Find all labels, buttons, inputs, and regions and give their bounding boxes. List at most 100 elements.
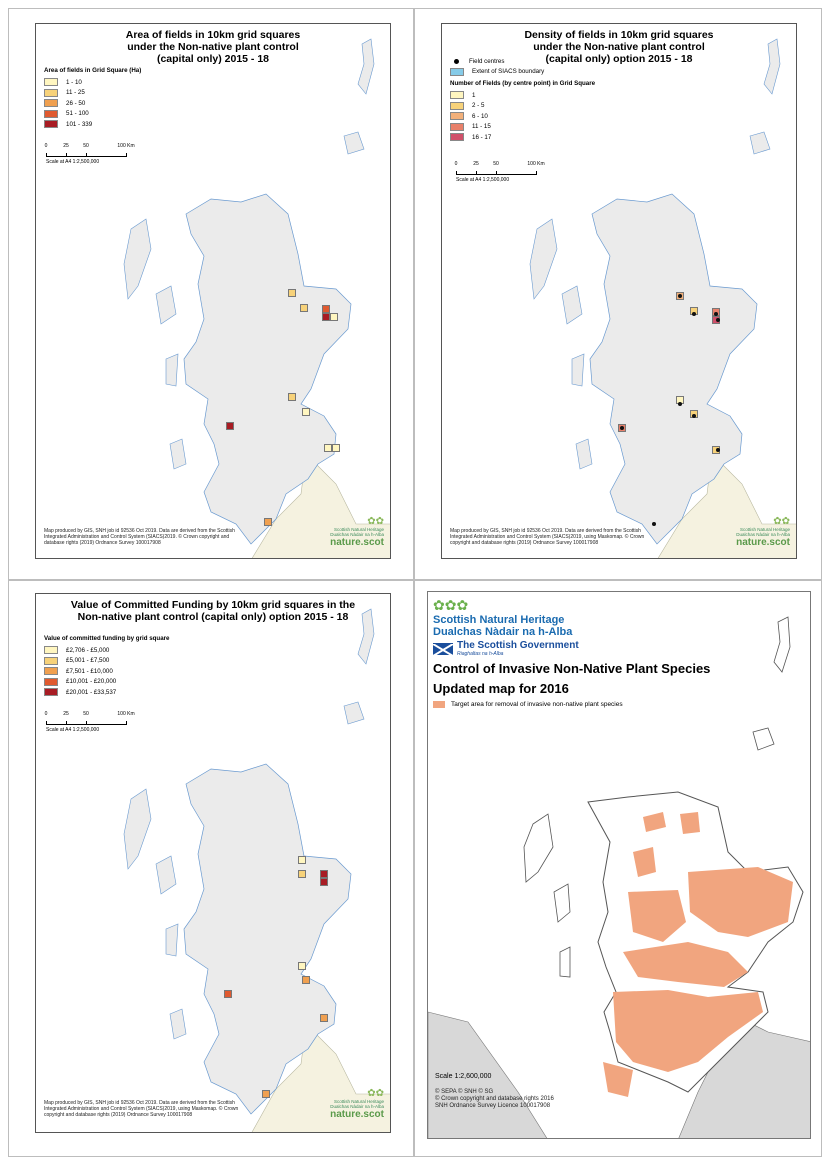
- legend-item: £5,001 - £7,500: [44, 656, 169, 667]
- panel-density-of-fields: Density of fields in 10km grid squares u…: [414, 8, 822, 580]
- legend-swatch: [44, 667, 58, 676]
- scale-bar: 0 25 50 100 Km Scale at A4 1:2,500,000: [44, 711, 135, 733]
- legend-item: 101 - 339: [44, 119, 141, 130]
- grid-square: [330, 313, 338, 321]
- legend-swatch: [44, 688, 58, 697]
- grid-square: [322, 305, 330, 313]
- map-title: Value of Committed Funding by 10km grid …: [70, 599, 356, 623]
- legend-swatch: [433, 701, 445, 708]
- legend-swatch: [44, 99, 58, 108]
- org-name-gaelic: Dualchas Nàdair na h-Alba: [433, 626, 573, 638]
- grid-square: [332, 444, 340, 452]
- legend-item: 11 - 25: [44, 88, 141, 99]
- grid-square: [298, 856, 306, 864]
- legend-swatch: [450, 133, 464, 142]
- legend-swatch: [450, 67, 464, 76]
- legend-title: Number of Fields (by centre point) in Gr…: [450, 80, 596, 87]
- scottish-government-logo: The Scottish Government Riaghaltas na h-…: [432, 641, 579, 657]
- scotland-map-invasive: [428, 616, 810, 1138]
- legend-item: 26 - 50: [44, 98, 141, 109]
- snh-logo-icon: ✿✿: [367, 1088, 384, 1099]
- grid-square: [322, 313, 330, 321]
- grid-square: [302, 976, 310, 984]
- legend: Area of fields in Grid Square (Ha) 1 - 1…: [44, 64, 141, 130]
- grid-square: [288, 393, 296, 401]
- grid-square: [264, 518, 272, 526]
- map-title: Control of Invasive Non-Native Plant Spe…: [433, 661, 711, 676]
- legend-item: £10,001 - £20,000: [44, 677, 169, 688]
- grid-square: [298, 962, 306, 970]
- map-frame-area: Area of fields in 10km grid squares unde…: [35, 23, 391, 559]
- grid-square: [288, 289, 296, 297]
- legend-swatch: [44, 120, 58, 129]
- panel-area-of-fields: Area of fields in 10km grid squares unde…: [8, 8, 414, 580]
- map-credit: Map produced by GIS, SNH job id 92536 Oc…: [44, 1100, 239, 1118]
- field-centre: [692, 312, 696, 316]
- map-title: Area of fields in 10km grid squares unde…: [125, 29, 301, 65]
- legend-swatch: [44, 646, 58, 655]
- panel-committed-funding: Value of Committed Funding by 10km grid …: [8, 580, 414, 1157]
- legend-item-extent: Extent of SIACS boundary: [450, 67, 595, 78]
- grid-square: [320, 1014, 328, 1022]
- legend: Value of committed funding by grid squar…: [44, 632, 169, 698]
- saltire-flag-icon: [432, 643, 454, 657]
- legend-item: £7,501 - £10,000: [44, 666, 169, 677]
- legend-swatch: [44, 677, 58, 686]
- field-centre-dot-icon: [454, 58, 459, 64]
- scotland-map-area: [123, 38, 390, 558]
- snh-logo-icon: ✿✿: [367, 516, 384, 527]
- snh-logo-icon: ✿✿: [773, 516, 790, 527]
- grid-square: [320, 878, 328, 886]
- legend-item: 2 - 5: [450, 101, 595, 112]
- legend-swatch: [450, 91, 464, 100]
- map-frame-invasive: [427, 591, 811, 1139]
- grid-square: [324, 444, 332, 452]
- field-centre: [652, 522, 656, 526]
- legend-item: £20,001 - £33,537: [44, 687, 169, 698]
- map-frame-funding: Value of Committed Funding by 10km grid …: [35, 593, 391, 1133]
- map-title: Density of fields in 10km grid squares u…: [524, 29, 714, 65]
- legend-title: Value of committed funding by grid squar…: [44, 635, 170, 642]
- legend-item: £2,706 - £5,000: [44, 645, 169, 656]
- map-frame-density: Density of fields in 10km grid squares u…: [441, 23, 797, 559]
- legend: Field centres Extent of SIACS boundary N…: [450, 56, 595, 143]
- grid-square: [226, 422, 234, 430]
- legend-item: 11 - 15: [450, 122, 595, 133]
- field-centre: [716, 448, 720, 452]
- snh-logo: ✿✿ Scottish Natural Heritage Dualchas Nà…: [720, 516, 790, 548]
- legend-item: 6 - 10: [450, 111, 595, 122]
- panel-invasive-species-2016: ✿✿✿ Scottish Natural Heritage Dualchas N…: [414, 580, 822, 1157]
- field-centre: [716, 318, 720, 322]
- legend-swatch: [44, 78, 58, 87]
- grid-square: [262, 1090, 270, 1098]
- scale-bar: 0 25 50 100 Km Scale at A4 1:2,500,000: [454, 161, 545, 183]
- map-scale: Scale 1:2,600,000: [435, 1073, 492, 1080]
- legend: Target area for removal of invasive non-…: [433, 701, 623, 708]
- snh-logo-icon: ✿✿✿: [433, 597, 469, 613]
- scotland-map-density: [529, 38, 796, 558]
- grid-square: [300, 304, 308, 312]
- map-credit: © SEPA © SNH © SG © Crown copyright and …: [435, 1089, 554, 1109]
- field-centre: [620, 426, 624, 430]
- legend-swatch: [44, 656, 58, 665]
- legend-swatch: [450, 101, 464, 110]
- scotland-map-funding: [123, 608, 390, 1132]
- map-credit: Map produced by GIS, SNH job id 92536 Oc…: [44, 528, 235, 546]
- organisation-header: ✿✿✿ Scottish Natural Heritage Dualchas N…: [432, 597, 579, 657]
- snh-logo: ✿✿ Scottish Natural Heritage Dualchas Nà…: [314, 1088, 384, 1120]
- org-name: Scottish Natural Heritage: [433, 614, 565, 626]
- legend-swatch: [450, 122, 464, 131]
- map-credit: Map produced by GIS, SNH job id 92536 Oc…: [450, 528, 645, 546]
- grid-square: [224, 990, 232, 998]
- legend-title: Area of fields in Grid Square (Ha): [44, 67, 142, 74]
- legend-item: 1: [450, 90, 595, 101]
- legend-swatch: [450, 112, 464, 121]
- legend-label: Target area for removal of invasive non-…: [451, 701, 623, 708]
- scale-bar: 0 25 50 100 Km Scale at A4 1:2,500,000: [44, 143, 135, 165]
- grid-square: [298, 870, 306, 878]
- grid-square: [320, 870, 328, 878]
- map-subtitle: Updated map for 2016: [433, 681, 569, 696]
- legend-item-field-centres: Field centres: [450, 56, 595, 67]
- field-centre: [678, 402, 682, 406]
- legend-swatch: [44, 109, 58, 118]
